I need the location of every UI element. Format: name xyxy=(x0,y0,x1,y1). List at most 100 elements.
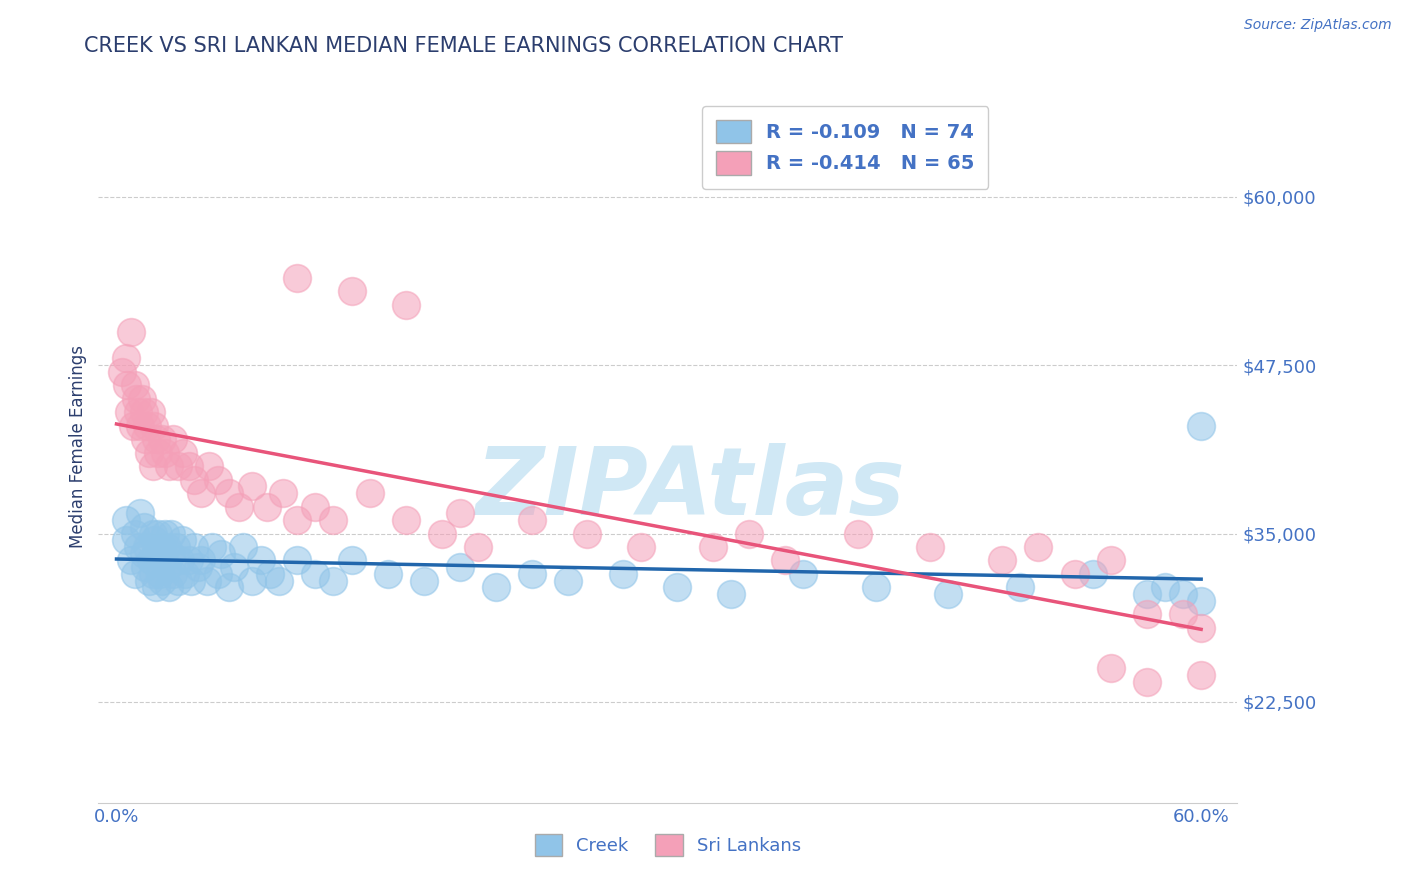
Point xyxy=(134,560,156,574)
Point xyxy=(738,526,761,541)
Point xyxy=(156,560,179,574)
Point xyxy=(269,574,291,588)
Point xyxy=(256,500,278,514)
Point xyxy=(142,566,165,581)
Point xyxy=(271,486,294,500)
Point xyxy=(209,547,232,561)
Point xyxy=(775,553,797,567)
Point xyxy=(143,418,166,433)
Point xyxy=(187,560,209,574)
Point xyxy=(232,540,254,554)
Point xyxy=(172,446,194,460)
Point xyxy=(240,479,263,493)
Point xyxy=(165,540,187,554)
Point xyxy=(1063,566,1085,581)
Point xyxy=(129,506,152,520)
Point xyxy=(1136,587,1159,601)
Point xyxy=(131,392,153,406)
Point xyxy=(449,506,471,520)
Text: Source: ZipAtlas.com: Source: ZipAtlas.com xyxy=(1244,18,1392,32)
Point xyxy=(125,392,148,406)
Point xyxy=(1136,674,1159,689)
Point xyxy=(162,432,184,446)
Point xyxy=(702,540,724,554)
Point xyxy=(146,446,169,460)
Point xyxy=(359,486,381,500)
Point xyxy=(218,486,240,500)
Point xyxy=(170,533,193,548)
Point xyxy=(114,533,136,548)
Point xyxy=(121,418,143,433)
Point xyxy=(132,547,155,561)
Point xyxy=(1010,580,1032,594)
Point xyxy=(127,405,149,419)
Point xyxy=(146,526,169,541)
Point xyxy=(228,500,250,514)
Point xyxy=(162,566,184,581)
Point xyxy=(522,513,544,527)
Point xyxy=(222,560,245,574)
Point xyxy=(665,580,688,594)
Point xyxy=(322,574,344,588)
Point xyxy=(430,526,453,541)
Point xyxy=(150,432,173,446)
Point xyxy=(159,547,181,561)
Point xyxy=(218,580,240,594)
Point xyxy=(1189,668,1212,682)
Point xyxy=(1189,621,1212,635)
Point xyxy=(157,580,180,594)
Point xyxy=(304,566,326,581)
Point xyxy=(285,270,308,285)
Point xyxy=(124,378,146,392)
Point xyxy=(118,405,141,419)
Point xyxy=(149,566,172,581)
Point xyxy=(792,566,814,581)
Point xyxy=(150,574,173,588)
Point xyxy=(136,540,159,554)
Point xyxy=(167,574,190,588)
Point xyxy=(846,526,869,541)
Text: ZIPAtlas: ZIPAtlas xyxy=(475,442,905,535)
Point xyxy=(159,526,181,541)
Point xyxy=(467,540,489,554)
Point xyxy=(180,574,202,588)
Point xyxy=(1171,587,1194,601)
Point xyxy=(114,513,136,527)
Point xyxy=(124,526,146,541)
Point xyxy=(207,473,229,487)
Point xyxy=(1171,607,1194,622)
Point xyxy=(167,459,190,474)
Point xyxy=(143,533,166,548)
Point xyxy=(120,553,142,567)
Point xyxy=(377,566,399,581)
Point xyxy=(138,446,160,460)
Point xyxy=(138,574,160,588)
Y-axis label: Median Female Earnings: Median Female Earnings xyxy=(69,344,87,548)
Point xyxy=(127,540,149,554)
Point xyxy=(156,540,179,554)
Point xyxy=(240,574,263,588)
Point xyxy=(485,580,508,594)
Point xyxy=(1189,594,1212,608)
Point xyxy=(129,418,152,433)
Point xyxy=(157,459,180,474)
Point xyxy=(630,540,652,554)
Point xyxy=(285,553,308,567)
Point xyxy=(177,459,200,474)
Point xyxy=(207,566,229,581)
Point xyxy=(197,459,219,474)
Point xyxy=(145,580,167,594)
Point xyxy=(1136,607,1159,622)
Point xyxy=(142,459,165,474)
Point xyxy=(139,405,162,419)
Point xyxy=(412,574,434,588)
Point xyxy=(1081,566,1104,581)
Point xyxy=(145,547,167,561)
Point xyxy=(150,540,173,554)
Point xyxy=(145,432,167,446)
Point xyxy=(1028,540,1050,554)
Point xyxy=(250,553,273,567)
Point xyxy=(340,284,363,298)
Point xyxy=(285,513,308,527)
Point xyxy=(114,351,136,366)
